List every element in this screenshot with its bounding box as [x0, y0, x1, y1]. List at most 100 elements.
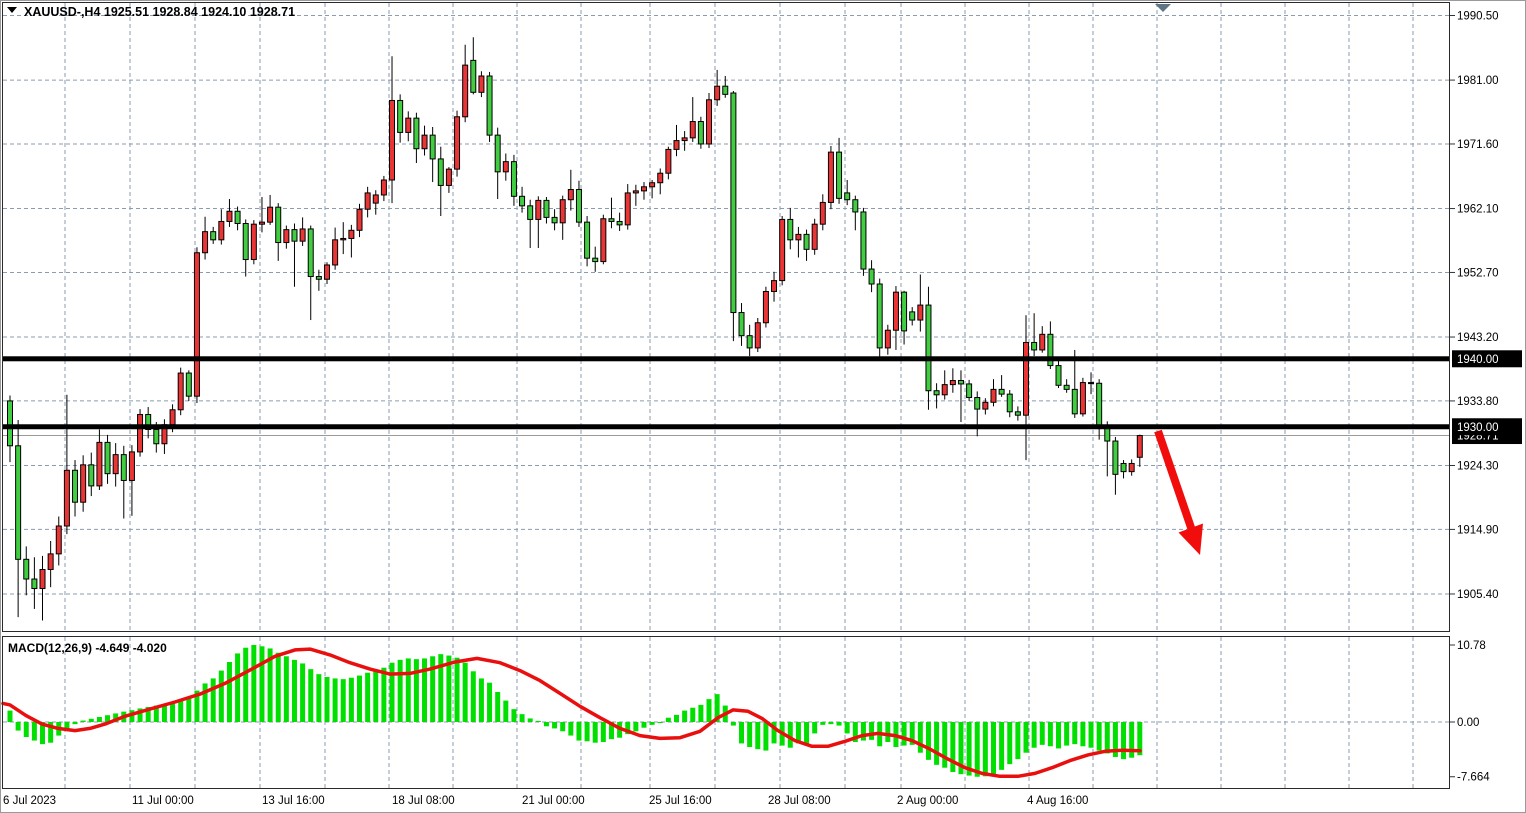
macd-histogram-bar [1023, 722, 1029, 753]
macd-histogram-bar [633, 722, 639, 732]
macd-histogram-bar [1039, 722, 1045, 745]
candle-bear [15, 445, 22, 560]
candle-bear [1096, 382, 1103, 429]
price-hline-1930.00[interactable] [3, 424, 1449, 430]
candle-bull [454, 116, 461, 170]
candle-bear [909, 311, 916, 321]
candle-bear [974, 397, 981, 410]
macd-histogram-bar [982, 722, 988, 777]
candle-bull [706, 99, 713, 145]
time-tick-label: 6 Jul 2023 [3, 795, 56, 807]
macd-histogram-bar [576, 722, 582, 741]
candle-bull [445, 168, 452, 186]
time-tick-label: 4 Aug 16:00 [1027, 795, 1088, 807]
candle-bear [584, 221, 591, 259]
candle-bull [681, 137, 688, 142]
macd-histogram-bar [202, 683, 208, 722]
macd-histogram-bar [170, 702, 176, 722]
macd-histogram-bar [974, 722, 980, 777]
macd-histogram-bar [470, 671, 476, 722]
macd-histogram-bar [186, 698, 192, 722]
candle-bull [193, 252, 200, 397]
macd-histogram-bar [1047, 722, 1053, 747]
axis-labels: 1990.50 1981.00 1971.60 1962.10 1952.70 1943.… [3, 11, 1522, 807]
macd-histogram-bar [1072, 722, 1078, 745]
main-panel-border [2, 2, 1450, 632]
candle-bull [405, 117, 412, 133]
candle-bull [1023, 341, 1029, 416]
candle-bear [738, 312, 745, 337]
candle-bull [299, 228, 306, 242]
macd-histogram-bar [999, 722, 1005, 770]
down-arrow-shaft[interactable] [1154, 429, 1196, 531]
macd-histogram-bar [625, 722, 631, 735]
candle-bear [551, 216, 558, 224]
macd-histogram-bar [747, 722, 753, 748]
candle-bear [608, 218, 615, 222]
candle-bear [1063, 384, 1070, 390]
candle-bull [1079, 382, 1086, 415]
candle-bear [242, 223, 249, 261]
candle-bear [291, 229, 298, 242]
macd-histogram-bar [145, 706, 151, 722]
macd-histogram-bar [1129, 722, 1135, 758]
candle-bear [730, 92, 737, 314]
macd-histogram-bar [405, 658, 411, 722]
candle-bear [852, 199, 859, 213]
candle-bull [348, 229, 355, 239]
candle-bull [380, 179, 387, 196]
candle-bear [104, 441, 111, 475]
candle-bear [592, 257, 599, 263]
time-tick-label: 21 Jul 00:00 [522, 795, 585, 807]
macd-histogram-bar [869, 722, 875, 740]
macd-histogram-bar [690, 707, 696, 722]
candle-bear [836, 151, 843, 199]
candle-bull [762, 290, 769, 324]
price-hline-1940.00[interactable] [3, 356, 1449, 362]
candle-bear [275, 206, 282, 244]
macd-histogram-bar [852, 722, 858, 743]
price-tick-label: 1981.00 [1457, 75, 1499, 87]
macd-histogram-bar [885, 722, 891, 743]
candle-bull [819, 201, 826, 225]
price-tick-label: 1933.80 [1457, 396, 1499, 408]
macd-histogram-bar [966, 722, 972, 776]
macd-histogram-bar [942, 722, 948, 768]
time-tick-label: 13 Jul 16:00 [262, 795, 325, 807]
candle-bear [957, 380, 964, 385]
candle-bear [901, 291, 908, 332]
candle-bear [470, 59, 477, 93]
candle-bull [202, 231, 209, 254]
macd-histogram-bar [365, 672, 371, 722]
macd-indicator-label: MACD(12,26,9) -4.649 -4.020 [8, 641, 167, 655]
annotations [7, 4, 1203, 555]
macd-histogram-bar [1031, 722, 1037, 748]
candle-bull [649, 182, 656, 188]
macd-panel-border [2, 636, 1450, 789]
candle-bull [949, 380, 956, 386]
candle-bull [421, 134, 428, 150]
macd-histogram-bar [137, 708, 143, 722]
candle-bull [462, 64, 469, 118]
macd-histogram-bar [739, 722, 745, 744]
candle-bull [673, 140, 680, 150]
macd-histogram-bar [592, 722, 598, 743]
macd-histogram-bar [804, 722, 810, 746]
macd-histogram-bar [178, 699, 184, 722]
macd-histogram-bar [901, 722, 907, 746]
down-arrow-head-icon[interactable] [1178, 523, 1204, 556]
candle-bear [1055, 365, 1062, 386]
candle-bear [575, 189, 582, 223]
macd-histogram-bar [925, 722, 931, 760]
macd-histogram-bar [844, 722, 850, 734]
time-tick-label: 25 Jul 16:00 [649, 795, 712, 807]
macd-histogram-bar [194, 690, 200, 722]
candle-bull [754, 322, 761, 349]
chart-shift-marker-icon[interactable] [1155, 4, 1171, 12]
symbol-dropdown-icon[interactable] [7, 7, 17, 13]
candle-bull [982, 401, 989, 410]
candle-bull [80, 464, 87, 503]
horizontal-line-objects[interactable] [3, 356, 1449, 430]
macd-histogram-bar [389, 662, 395, 722]
